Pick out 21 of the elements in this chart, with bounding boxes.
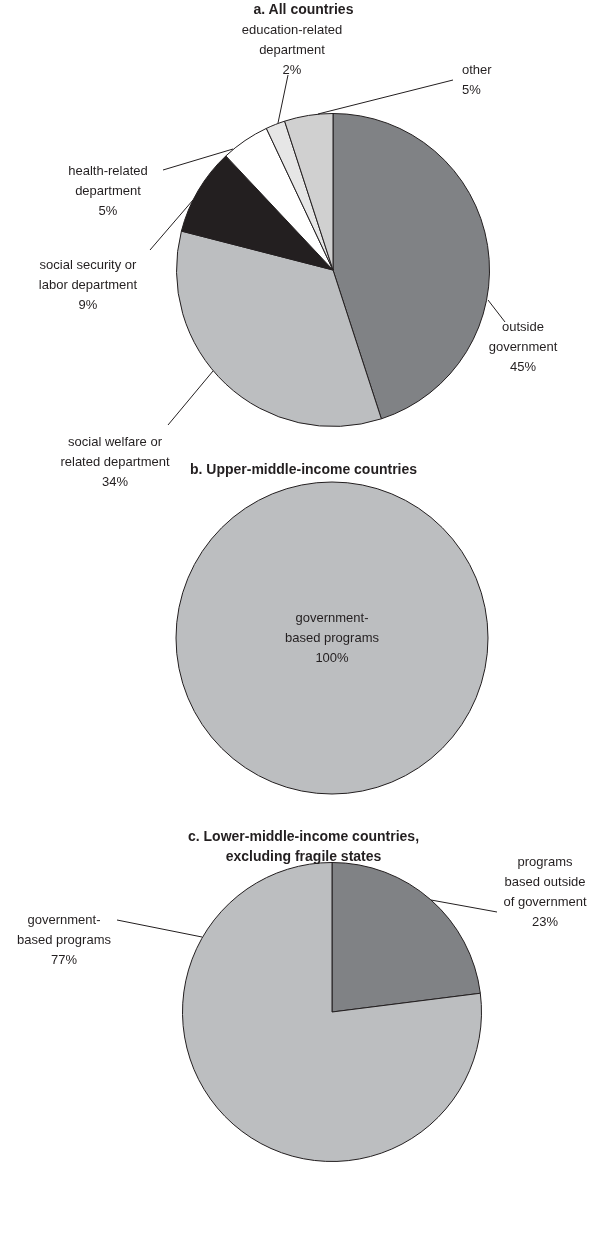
- data-label: 23%: [531, 913, 559, 929]
- slice-label: government-based programs: [285, 609, 380, 645]
- slice-label: programs based outside of government: [503, 853, 587, 909]
- data-label: 5%: [462, 81, 482, 97]
- chart-title: c. Lower-middle-income countries, excluding fragile states: [187, 827, 420, 864]
- slice-label: education-related department: [241, 21, 343, 57]
- slice-label: health-related department: [68, 162, 148, 198]
- data-label: 34%: [101, 473, 129, 489]
- data-label: 5%: [98, 202, 118, 218]
- chart-title: b. Upper-middle-income countries: [189, 460, 418, 477]
- slice-label: social security or labor department: [38, 256, 138, 292]
- slice-label: government-based programs: [17, 911, 112, 947]
- chart-title: a. All countries: [253, 0, 354, 17]
- slice-label: outside government: [488, 318, 558, 354]
- data-label: 100%: [315, 649, 350, 665]
- slice-label: other: [462, 61, 493, 77]
- data-label: 45%: [509, 358, 537, 374]
- data-label: 2%: [282, 61, 302, 77]
- slice-label: social welfare or related department: [60, 433, 170, 469]
- data-label: 77%: [50, 951, 78, 967]
- data-label: 9%: [78, 296, 98, 312]
